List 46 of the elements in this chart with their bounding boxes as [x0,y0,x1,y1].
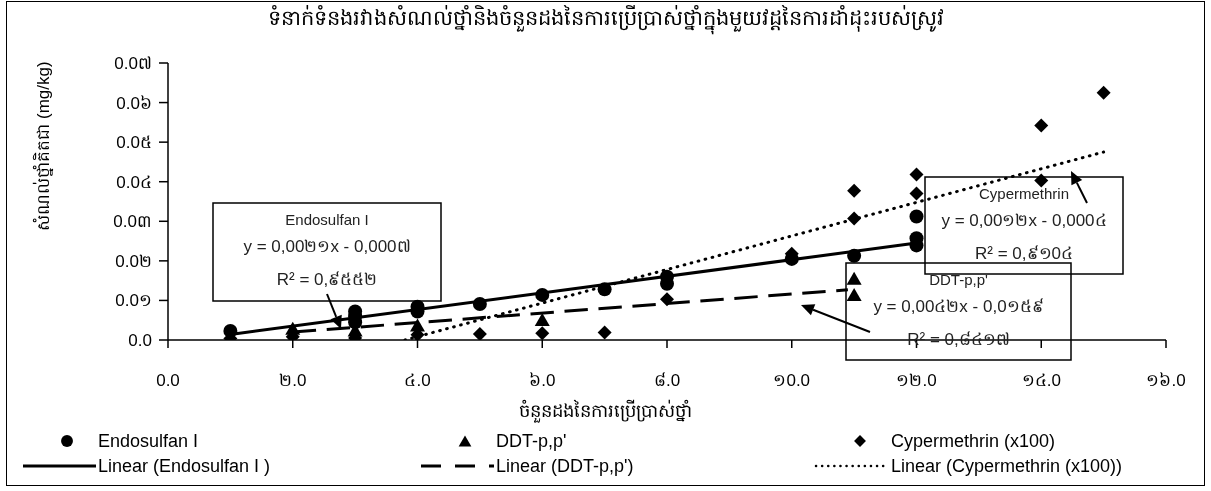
x-tick-label: ២.0 [279,371,307,391]
point [535,287,550,302]
point [909,209,924,224]
x-tick-label: ១៤.0 [1021,371,1061,391]
y-tick-label: 0.0 [128,331,152,351]
chart-title: ទំនាក់ទំនងរវាងសំណល់ថ្នាំនិងចំនួនដងនៃការប្រើប្រាស់ថ្នាំក្នុងមួយវដ្តនៃការដាំដុះរបស់ស្រូវ [267,4,944,35]
y-tick-label: 0.0១ [115,291,152,311]
legend-label: Endosulfan I [98,431,199,451]
x-tick-label: ៨.0 [653,371,681,391]
y-tick-label: 0.0៤ [116,172,152,192]
point [847,183,862,198]
point [597,282,612,297]
y-tick-label: 0.0៧ [114,54,152,74]
x-axis-title: ចំនួនដងនៃការប្រើប្រាស់ថ្នាំ [519,399,692,423]
point [846,287,862,301]
annotation: Endosulfan I y = 0,00២១x - 0,000៧ R² = 0,៩៥៥២ [243,210,411,289]
point [597,325,612,340]
point [846,271,862,285]
x-tick-label: ១0.0 [773,371,811,391]
point [660,292,674,307]
legend-label: DDT-p,p' [496,431,567,451]
y-tick-label: 0.0៥ [116,133,152,153]
annotation: Cypermethrin y = 0,00១២x - 0,000៤ R² = 0,៩១0៤ [941,184,1107,263]
point [1034,118,1049,133]
y-tick-label: 0.0២ [115,251,152,271]
legend-label: Linear (Cypermethrin (x100)) [891,456,1123,476]
point [909,186,924,201]
x-tick-label: ១៦.0 [1146,371,1186,391]
point [1096,85,1111,100]
x-tick-label: ៦.0 [529,371,556,391]
point [534,312,550,326]
point [847,248,862,263]
legend-label: Linear (Endosulfan I ) [98,456,271,476]
y-axis-title: សំណល់ថ្នាំគិតជា (mg/kg) [31,61,54,231]
y-tick-label: 0.0៣ [113,212,152,232]
legend-label: Linear (DDT-p,p') [496,456,634,476]
point [535,326,550,340]
y-tick-label: 0.0៦ [116,93,152,113]
x-tick-label: ១២.0 [896,371,937,391]
point [472,296,487,311]
x-tick-label: ៤.0 [404,371,431,391]
point [847,211,862,226]
legend-label: Cypermethrin (x100) [891,431,1056,451]
point [472,327,487,340]
point [909,167,924,182]
x-tick-label: 0.0 [156,371,180,391]
